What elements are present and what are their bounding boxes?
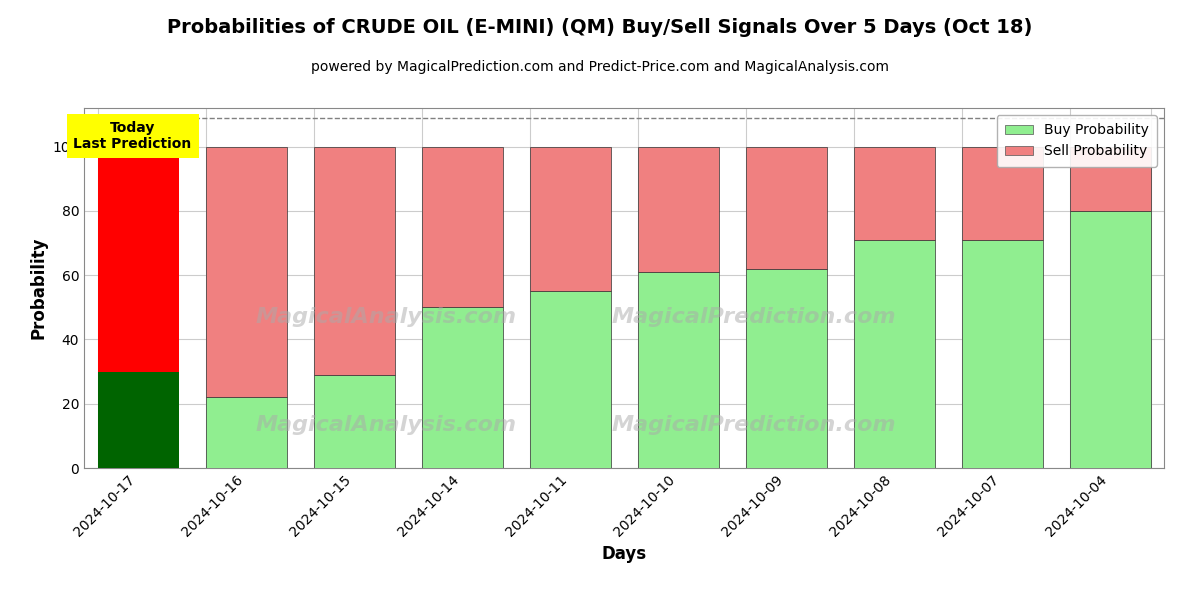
Text: MagicalPrediction.com: MagicalPrediction.com: [611, 307, 896, 327]
Y-axis label: Probability: Probability: [29, 237, 47, 339]
Bar: [1069, 146, 1151, 211]
Bar: [637, 146, 719, 272]
Bar: [97, 146, 179, 371]
Bar: [313, 375, 395, 468]
X-axis label: Days: Days: [601, 545, 647, 563]
Bar: [529, 146, 611, 291]
Bar: [745, 146, 827, 269]
Bar: [637, 272, 719, 468]
Bar: [205, 397, 287, 468]
Bar: [853, 146, 935, 240]
Text: powered by MagicalPrediction.com and Predict-Price.com and MagicalAnalysis.com: powered by MagicalPrediction.com and Pre…: [311, 60, 889, 74]
Text: MagicalAnalysis.com: MagicalAnalysis.com: [256, 415, 517, 435]
Bar: [421, 307, 503, 468]
Text: Probabilities of CRUDE OIL (E-MINI) (QM) Buy/Sell Signals Over 5 Days (Oct 18): Probabilities of CRUDE OIL (E-MINI) (QM)…: [167, 18, 1033, 37]
Bar: [313, 146, 395, 375]
Text: MagicalPrediction.com: MagicalPrediction.com: [611, 415, 896, 435]
Bar: [745, 269, 827, 468]
Bar: [529, 291, 611, 468]
Text: Today
Last Prediction: Today Last Prediction: [73, 121, 192, 151]
Bar: [1069, 211, 1151, 468]
Text: MagicalAnalysis.com: MagicalAnalysis.com: [256, 307, 517, 327]
Bar: [961, 240, 1043, 468]
Legend: Buy Probability, Sell Probability: Buy Probability, Sell Probability: [997, 115, 1157, 167]
Bar: [97, 371, 179, 468]
Bar: [205, 146, 287, 397]
Bar: [853, 240, 935, 468]
Bar: [421, 146, 503, 307]
Bar: [961, 146, 1043, 240]
